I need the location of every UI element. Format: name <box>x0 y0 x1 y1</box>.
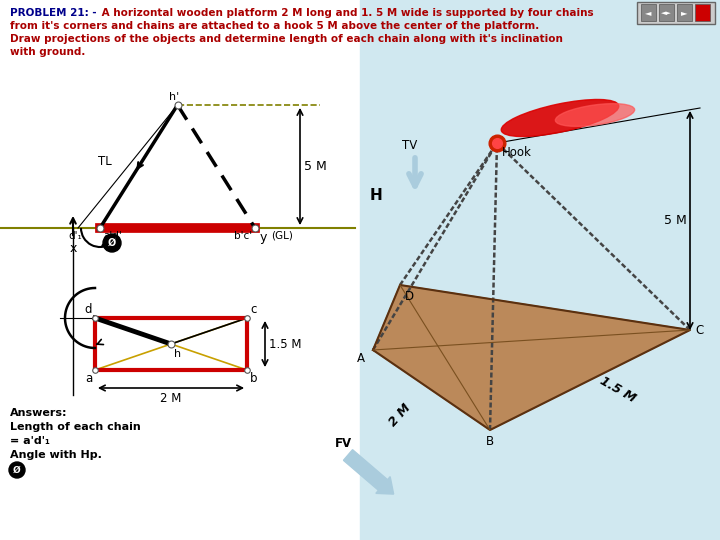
Text: 1.5 M: 1.5 M <box>269 338 302 350</box>
Text: D: D <box>405 290 414 303</box>
Text: with ground.: with ground. <box>10 47 86 57</box>
Text: ◄: ◄ <box>644 9 652 17</box>
Ellipse shape <box>555 104 634 126</box>
Text: (GL): (GL) <box>271 231 293 241</box>
FancyBboxPatch shape <box>695 4 710 21</box>
Text: A horizontal wooden platform 2 M long and 1. 5 M wide is supported by four chain: A horizontal wooden platform 2 M long an… <box>98 8 593 18</box>
FancyBboxPatch shape <box>641 4 656 21</box>
FancyBboxPatch shape <box>677 4 692 21</box>
Text: A: A <box>357 352 365 365</box>
Text: d: d <box>84 303 92 316</box>
Circle shape <box>9 462 25 478</box>
FancyBboxPatch shape <box>659 4 674 21</box>
Text: from it's corners and chains are attached to a hook 5 M above the center of the : from it's corners and chains are attache… <box>10 21 539 31</box>
Text: ◄►: ◄► <box>661 10 671 16</box>
Text: h: h <box>174 349 181 359</box>
Text: h': h' <box>169 92 179 102</box>
FancyBboxPatch shape <box>637 2 715 24</box>
Text: FV: FV <box>334 437 351 450</box>
Text: 2 M: 2 M <box>161 392 181 405</box>
Text: d'₁: d'₁ <box>68 231 82 241</box>
Text: c: c <box>250 303 256 316</box>
Text: y: y <box>260 231 267 244</box>
Text: = a'd'₁: = a'd'₁ <box>10 436 50 446</box>
Text: x: x <box>69 242 77 255</box>
Text: 2 M: 2 M <box>387 401 413 429</box>
Text: b'c': b'c' <box>234 231 252 241</box>
Circle shape <box>103 234 121 252</box>
Text: Draw projections of the objects and determine length of each chain along with it: Draw projections of the objects and dete… <box>10 34 563 44</box>
Text: H: H <box>370 187 383 202</box>
Text: Ø: Ø <box>13 465 21 475</box>
Text: Answers:: Answers: <box>10 408 68 418</box>
Text: =: = <box>10 464 19 474</box>
Text: 5 M: 5 M <box>665 214 687 227</box>
Text: Length of each chain: Length of each chain <box>10 422 140 432</box>
Text: C: C <box>695 323 703 336</box>
Text: Hook: Hook <box>502 146 532 159</box>
Text: Angle with Hp.: Angle with Hp. <box>10 450 102 460</box>
Text: b: b <box>250 372 258 385</box>
Bar <box>95 318 247 370</box>
Polygon shape <box>373 285 690 430</box>
Text: B: B <box>486 435 494 448</box>
Text: 5 M: 5 M <box>304 160 327 173</box>
Text: TL: TL <box>98 155 112 168</box>
Text: a: a <box>85 372 92 385</box>
Text: TV: TV <box>402 139 418 152</box>
Text: 1.5 M: 1.5 M <box>598 375 638 406</box>
Text: PROBLEM 21: -: PROBLEM 21: - <box>10 8 96 18</box>
FancyArrow shape <box>343 450 394 494</box>
Text: Ø: Ø <box>108 238 116 248</box>
Text: ►: ► <box>680 9 688 17</box>
Text: a'd': a'd' <box>103 231 122 241</box>
Ellipse shape <box>501 99 618 137</box>
